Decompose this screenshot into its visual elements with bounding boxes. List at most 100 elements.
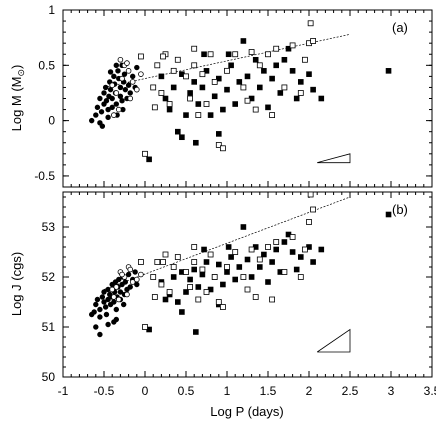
data-point-filled-circle <box>105 296 111 303</box>
data-point-open-square <box>187 284 194 290</box>
data-point-filled-square <box>310 86 316 93</box>
data-point-filled-circle <box>97 314 103 320</box>
data-point-open-square <box>307 20 314 27</box>
panel-a-label: (a) <box>392 20 408 35</box>
data-point-filled-circle <box>111 299 117 305</box>
data-point-filled-circle <box>88 117 95 124</box>
data-point-filled-circle <box>111 73 117 80</box>
slope-marker <box>316 328 351 353</box>
data-point-open-square <box>142 150 148 157</box>
data-point-filled-square <box>216 75 222 82</box>
data-point-open-circle <box>115 296 122 303</box>
data-point-open-square <box>203 289 210 295</box>
data-point-filled-circle <box>91 309 97 315</box>
data-point-open-square <box>203 101 210 107</box>
data-point-filled-square <box>199 271 206 278</box>
data-point-open-square <box>187 95 194 102</box>
data-point-open-square <box>256 256 263 263</box>
data-point-open-square <box>158 281 165 288</box>
data-point-filled-square <box>216 261 222 268</box>
data-point-filled-square <box>158 73 165 80</box>
data-point-filled-circle <box>94 104 101 111</box>
data-point-open-square <box>183 73 189 80</box>
data-point-open-square <box>191 244 198 250</box>
data-point-filled-square <box>220 281 226 288</box>
data-point-filled-square <box>193 329 199 335</box>
data-point-filled-square <box>191 79 197 85</box>
data-point-filled-circle <box>116 276 122 283</box>
data-point-open-square <box>301 56 308 63</box>
data-point-open-circle <box>111 112 117 118</box>
data-point-filled-square <box>232 276 238 283</box>
data-point-filled-circle <box>119 98 125 104</box>
data-point-filled-square <box>236 264 243 270</box>
data-point-filled-square <box>195 284 202 290</box>
data-point-open-square <box>211 79 218 85</box>
data-point-filled-square <box>179 309 185 315</box>
data-point-filled-circle <box>117 289 124 295</box>
data-point-filled-square <box>269 75 275 82</box>
data-point-filled-circle <box>101 299 107 305</box>
data-point-open-square <box>166 289 173 295</box>
data-point-open-square <box>248 246 255 253</box>
xtick-label: 1.5 <box>260 384 277 398</box>
data-point-filled-square <box>179 134 185 141</box>
data-point-filled-square <box>199 84 206 91</box>
data-point-open-square <box>269 296 276 303</box>
panel-a-points <box>88 20 392 163</box>
data-point-open-square <box>281 269 288 275</box>
data-point-filled-circle <box>127 90 133 96</box>
data-point-filled-circle <box>120 301 127 308</box>
data-point-filled-square <box>225 244 232 250</box>
data-point-filled-square <box>273 62 280 69</box>
data-point-filled-circle <box>127 284 133 290</box>
data-point-filled-square <box>170 84 177 91</box>
data-point-filled-square <box>318 246 325 253</box>
ytick-label: 1 <box>48 3 55 17</box>
panel-a: -0.5 0 0.5 1 (a) Log M (M⊙) <box>9 3 433 188</box>
data-point-open-square <box>195 112 202 118</box>
data-point-open-circle <box>109 82 115 89</box>
data-point-open-square <box>191 259 198 265</box>
data-point-filled-circle <box>105 114 111 121</box>
data-point-filled-square <box>216 131 222 137</box>
data-point-filled-square <box>225 51 232 58</box>
data-point-filled-circle <box>101 289 107 295</box>
data-point-open-square <box>297 274 304 280</box>
data-point-filled-square <box>162 95 169 102</box>
data-point-open-square <box>297 90 304 96</box>
data-point-open-circle <box>127 95 134 102</box>
data-point-open-square <box>301 246 308 253</box>
data-point-open-square <box>281 84 288 91</box>
data-point-open-square <box>306 219 312 225</box>
data-point-filled-circle <box>113 316 120 323</box>
data-point-open-square <box>244 286 251 293</box>
data-point-filled-square <box>187 90 193 96</box>
data-point-filled-square <box>193 139 199 146</box>
xtick-label: 3.5 <box>424 384 436 398</box>
data-point-open-square <box>289 234 296 240</box>
data-point-open-square <box>289 42 296 49</box>
data-point-filled-square <box>244 73 251 80</box>
data-point-filled-square <box>289 249 296 255</box>
data-point-filled-circle <box>98 109 105 115</box>
data-point-open-circle <box>109 286 115 293</box>
data-point-filled-circle <box>122 86 129 93</box>
data-point-filled-square <box>203 259 210 265</box>
data-point-filled-square <box>281 239 288 245</box>
data-point-open-square <box>151 104 158 111</box>
ytick-label: 50 <box>42 370 56 384</box>
data-point-open-square <box>273 239 280 245</box>
data-point-filled-circle <box>113 62 120 69</box>
data-point-filled-circle <box>102 304 109 310</box>
data-point-open-square <box>166 101 173 107</box>
xtick-label: -0.5 <box>94 384 115 398</box>
data-point-filled-circle <box>102 84 109 91</box>
data-point-open-circle <box>111 294 117 300</box>
data-point-filled-circle <box>113 306 120 313</box>
panel-b-xlabel: Log P (days) <box>210 404 283 419</box>
data-point-open-circle <box>129 279 136 285</box>
data-point-open-square <box>183 269 189 275</box>
data-point-filled-square <box>285 45 292 52</box>
xtick-label: 0.5 <box>178 384 195 398</box>
